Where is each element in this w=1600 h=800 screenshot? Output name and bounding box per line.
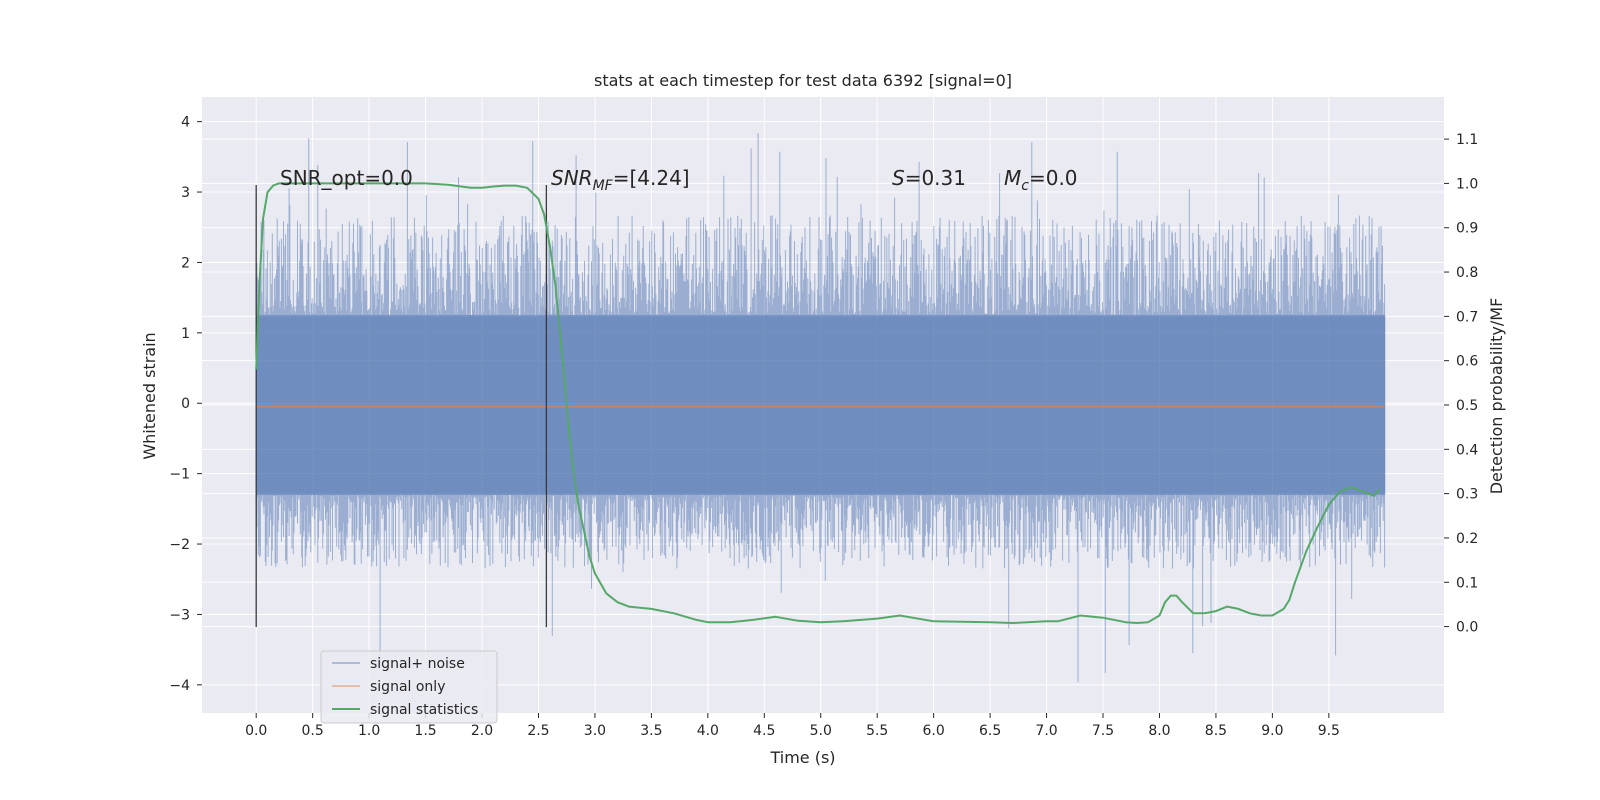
series-signal-noise	[255, 133, 1386, 683]
y2-tick-label: 0.2	[1456, 531, 1478, 547]
marker-lines	[255, 185, 548, 628]
annotation-snr-opt: SNR_opt=0.0	[280, 166, 413, 190]
x-tick-label: 4.0	[697, 723, 719, 739]
annotation-snr-mf: SNRMF=[4.24]	[551, 166, 690, 194]
annotation-s: S=0.31	[892, 166, 966, 190]
y2-tick-label: 0.4	[1456, 442, 1478, 458]
x-tick-label: 5.0	[810, 723, 832, 739]
legend-label-signal-noise: signal+ noise	[370, 656, 465, 672]
annotation-mc: Mc=0.0	[1004, 166, 1078, 194]
y2-tick-label: 0.8	[1456, 265, 1478, 281]
series-signal-statistics	[255, 182, 1381, 624]
legend-label-signal-statistics: signal statistics	[370, 702, 478, 718]
y2-tick-label: 1.1	[1456, 132, 1478, 148]
x-tick-label: 2.5	[527, 723, 549, 739]
x-tick-label: 0.5	[302, 723, 324, 739]
x-tick-label: 9.5	[1318, 723, 1340, 739]
x-tick-label: 8.0	[1148, 723, 1170, 739]
y-tick-label: 4	[181, 115, 190, 131]
x-axis-label: Time (s)	[769, 748, 835, 767]
y-tick-label: −1	[169, 467, 190, 483]
y2-axis-label: Detection probability/MF	[1487, 298, 1506, 495]
y2-tick-label: 1.0	[1456, 176, 1478, 192]
legend-label-signal-only: signal only	[370, 679, 445, 695]
y-tick-label: 3	[181, 185, 190, 201]
x-tick-label: 1.0	[358, 723, 380, 739]
y2-tick-label: 0.1	[1456, 575, 1478, 591]
y-tick-label: −4	[169, 678, 190, 694]
x-tick-label: 7.0	[1035, 723, 1057, 739]
ticks: 0.0 0.5 1.0 1.5 2.0 2.5 3.0 3.5 4.0 4.5 5.0 5.5 6.0 6…	[169, 115, 1478, 739]
x-tick-label: 9.0	[1261, 723, 1283, 739]
x-tick-label: 0.0	[245, 723, 267, 739]
y2-tick-label: 0.0	[1456, 620, 1478, 636]
x-tick-label: 4.5	[753, 723, 775, 739]
signal-statistics-line	[255, 182, 1381, 624]
y2-tick-label: 0.5	[1456, 398, 1478, 414]
legend-box	[320, 650, 498, 724]
x-tick-label: 7.5	[1092, 723, 1114, 739]
y2-tick-label: 0.9	[1456, 221, 1478, 237]
x-tick-label: 2.0	[471, 723, 493, 739]
y2-tick-label: 0.3	[1456, 487, 1478, 503]
y-tick-label: −2	[169, 537, 190, 553]
legend: signal+ noise signal only signal statist…	[320, 650, 498, 724]
y2-tick-label: 0.6	[1456, 354, 1478, 370]
x-tick-label: 1.5	[414, 723, 436, 739]
y-tick-label: −3	[169, 607, 190, 623]
x-tick-label: 6.0	[923, 723, 945, 739]
y-tick-label: 2	[181, 255, 190, 271]
y-tick-label: 0	[181, 396, 190, 412]
y-axis-label: Whitened strain	[140, 332, 159, 459]
x-tick-label: 3.5	[640, 723, 662, 739]
y-tick-label: 1	[181, 326, 190, 342]
y2-tick-label: 0.7	[1456, 309, 1478, 325]
x-tick-label: 8.5	[1205, 723, 1227, 739]
x-tick-label: 6.5	[979, 723, 1001, 739]
chart-title: stats at each timestep for test data 639…	[594, 71, 1012, 90]
x-tick-label: 3.0	[584, 723, 606, 739]
x-tick-label: 5.5	[866, 723, 888, 739]
